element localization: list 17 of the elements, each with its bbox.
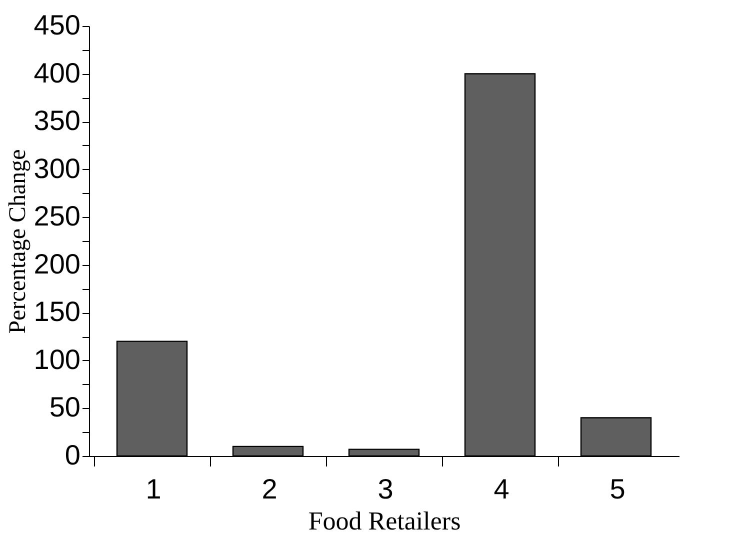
x-tick-label: 4 (494, 474, 510, 504)
y-tick-label: 400 (34, 57, 80, 88)
y-tick-label: 0 (64, 440, 80, 470)
y-tick-label: 350 (34, 105, 80, 136)
y-tick-label: 150 (34, 296, 80, 328)
x-tick-label: 1 (146, 474, 162, 504)
y-tick-label: 100 (34, 344, 80, 375)
y-axis-title: Percentage Change (4, 149, 31, 334)
x-tick-label: 3 (378, 474, 394, 504)
y-tick-label: 50 (49, 392, 80, 423)
x-tick-label: 5 (610, 474, 626, 504)
y-tick-label: 450 (34, 10, 80, 40)
y-tick-label: 300 (34, 152, 80, 184)
y-tick-label: 200 (34, 248, 80, 280)
y-tick-label: 250 (34, 200, 80, 232)
x-tick-label: 2 (262, 474, 278, 504)
x-axis-title: Food Retailers (308, 506, 461, 536)
